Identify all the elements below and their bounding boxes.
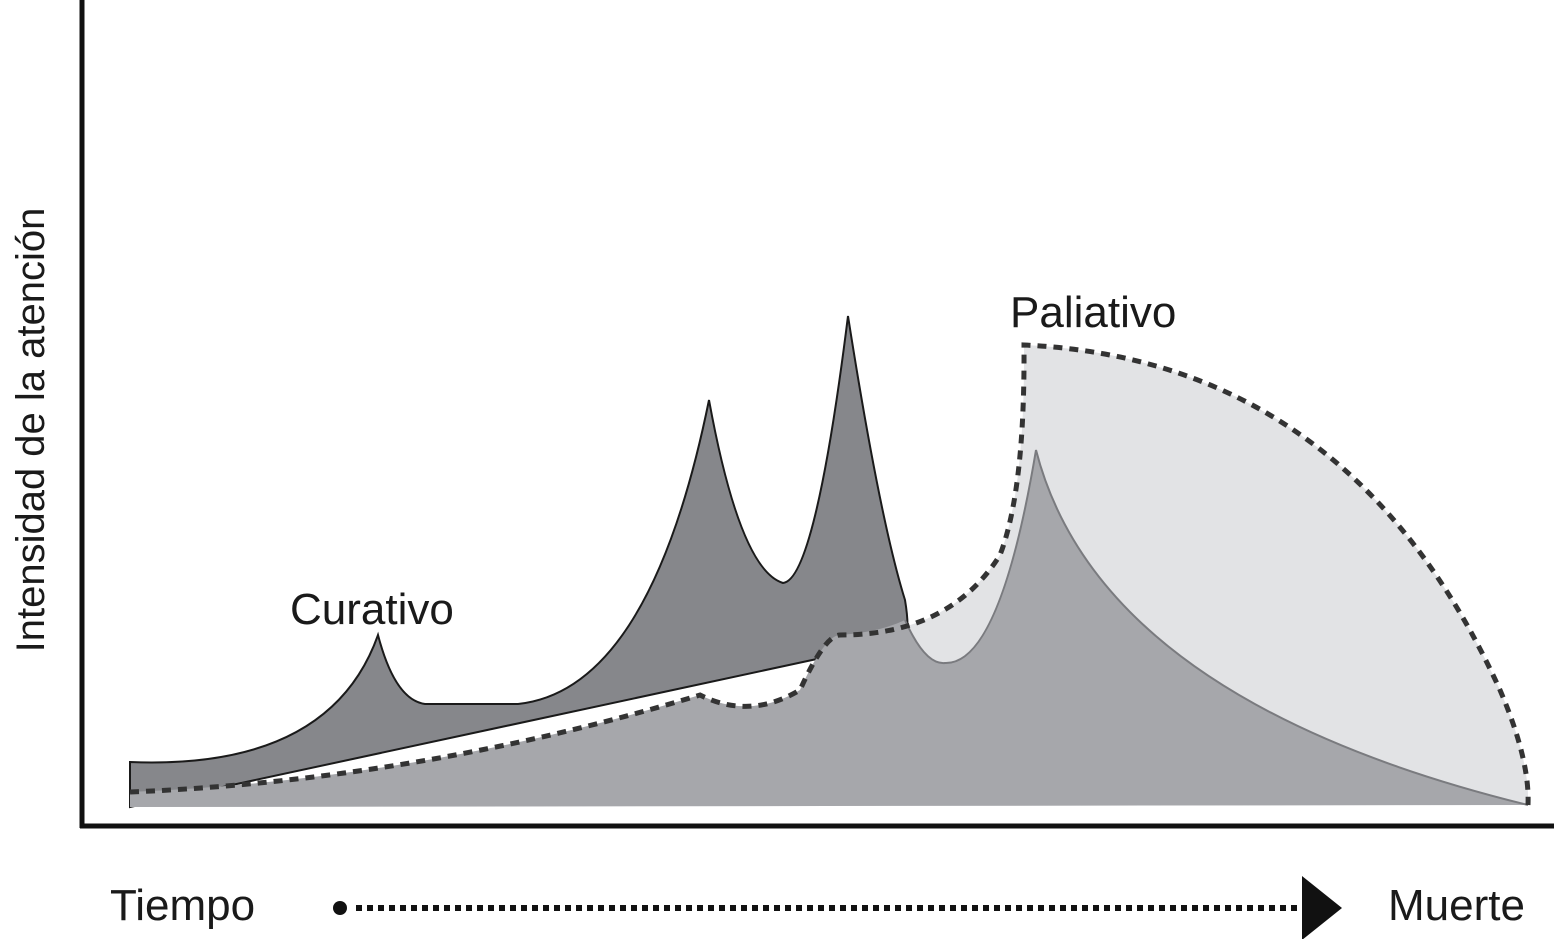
time-arrow-start-dot: [333, 901, 347, 915]
palliative-inner-outline: [904, 449, 1529, 806]
y-axis-label: Intensidad de la atención: [9, 208, 53, 653]
curative-label: Curativo: [290, 585, 454, 634]
palliative-label: Paliativo: [1010, 288, 1176, 337]
death-label: Muerte: [1388, 881, 1525, 930]
curative-area: [129, 315, 909, 809]
palliative-dashed-curve: [129, 342, 1531, 806]
time-arrow-head-icon: [1302, 876, 1342, 939]
palliative-inner-area: [130, 450, 1528, 807]
time-label: Tiempo: [110, 881, 255, 930]
